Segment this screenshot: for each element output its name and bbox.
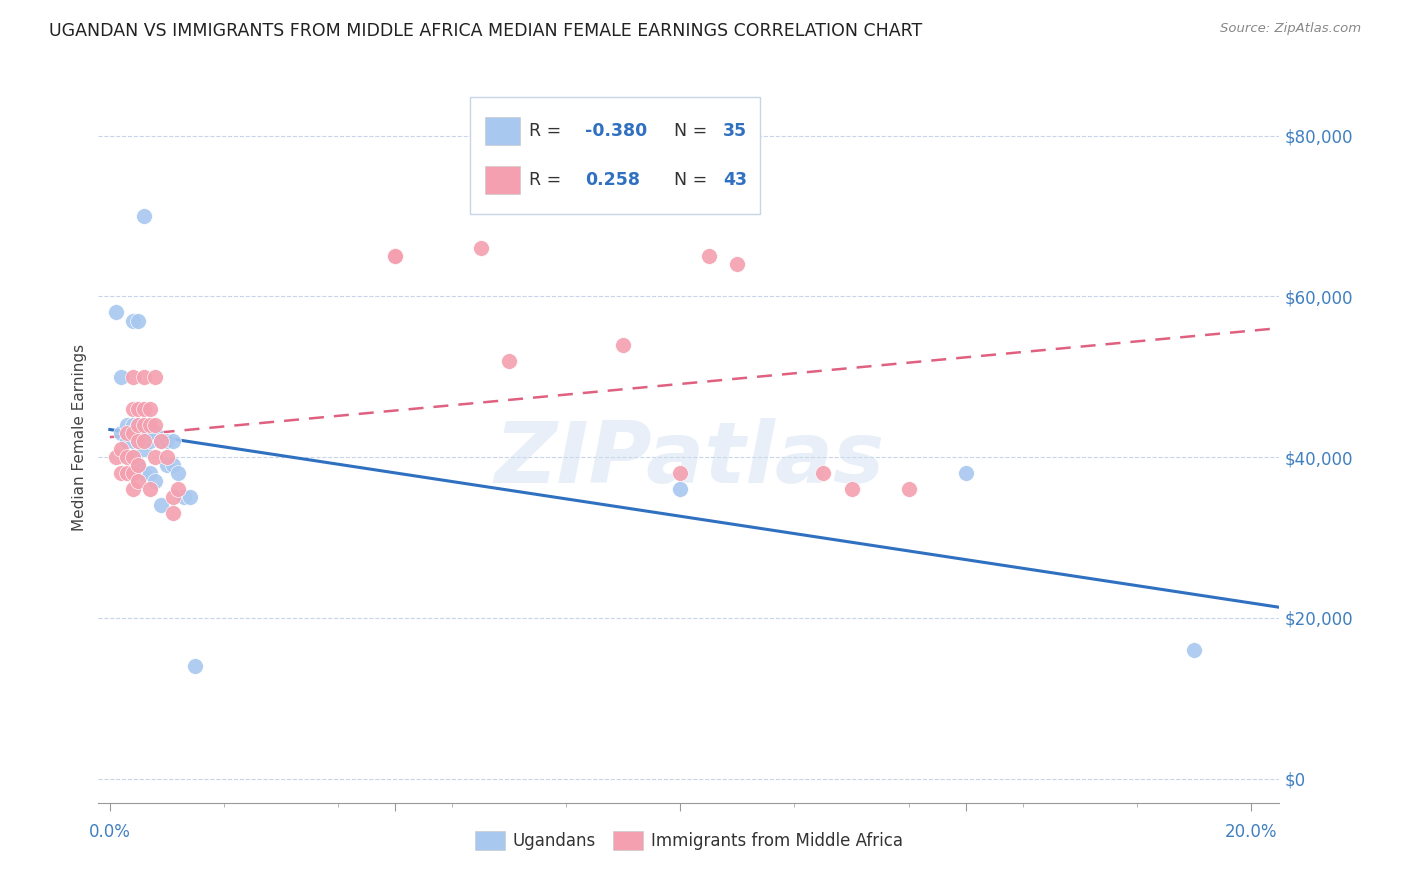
Point: [162, 491, 184, 505]
Text: 35: 35: [723, 121, 748, 140]
Point: [145, 475, 167, 489]
Point: [1182, 643, 1205, 657]
Point: [127, 475, 149, 489]
Point: [121, 401, 143, 416]
Point: [150, 434, 173, 449]
FancyBboxPatch shape: [485, 117, 520, 145]
Point: [132, 209, 155, 223]
FancyBboxPatch shape: [471, 97, 759, 214]
Text: ZIPatlas: ZIPatlas: [494, 417, 884, 500]
Point: [127, 401, 149, 416]
Point: [121, 483, 143, 497]
Point: [121, 434, 143, 449]
Text: 0.258: 0.258: [585, 171, 640, 189]
Point: [162, 458, 184, 473]
Point: [121, 313, 143, 327]
Point: [127, 434, 149, 449]
Point: [167, 467, 190, 481]
Point: [110, 369, 132, 384]
Point: [162, 434, 184, 449]
Point: [132, 434, 155, 449]
Point: [162, 507, 184, 521]
Point: [150, 499, 173, 513]
Point: [127, 458, 149, 473]
Point: [697, 249, 720, 263]
Point: [121, 425, 143, 440]
Point: [104, 450, 127, 465]
Point: [110, 442, 132, 457]
Point: [167, 483, 190, 497]
Point: [132, 417, 155, 432]
Point: [811, 467, 834, 481]
Point: [110, 467, 132, 481]
Point: [121, 450, 143, 465]
Point: [145, 425, 167, 440]
Point: [132, 467, 155, 481]
Point: [173, 491, 195, 505]
Point: [156, 458, 179, 473]
Text: Source: ZipAtlas.com: Source: ZipAtlas.com: [1220, 22, 1361, 36]
Point: [669, 467, 692, 481]
Legend: Ugandans, Immigrants from Middle Africa: Ugandans, Immigrants from Middle Africa: [468, 824, 910, 856]
Point: [115, 467, 138, 481]
Y-axis label: Median Female Earnings: Median Female Earnings: [72, 343, 87, 531]
Point: [115, 425, 138, 440]
Text: UGANDAN VS IMMIGRANTS FROM MIDDLE AFRICA MEDIAN FEMALE EARNINGS CORRELATION CHAR: UGANDAN VS IMMIGRANTS FROM MIDDLE AFRICA…: [49, 22, 922, 40]
Point: [127, 458, 149, 473]
Point: [139, 417, 162, 432]
Point: [897, 483, 920, 497]
Text: -0.380: -0.380: [585, 121, 647, 140]
Point: [121, 369, 143, 384]
Text: N =: N =: [673, 121, 713, 140]
Point: [156, 434, 179, 449]
Point: [139, 401, 162, 416]
Point: [156, 450, 179, 465]
Text: 43: 43: [723, 171, 747, 189]
Point: [127, 434, 149, 449]
Point: [139, 467, 162, 481]
Point: [145, 417, 167, 432]
FancyBboxPatch shape: [485, 167, 520, 194]
Point: [121, 467, 143, 481]
Point: [127, 417, 149, 432]
Point: [115, 450, 138, 465]
Point: [121, 417, 143, 432]
Text: 0.0%: 0.0%: [89, 823, 131, 841]
Point: [139, 417, 162, 432]
Point: [955, 467, 977, 481]
Point: [132, 417, 155, 432]
Point: [132, 401, 155, 416]
Point: [184, 659, 207, 673]
Text: R =: R =: [530, 121, 567, 140]
Text: 20.0%: 20.0%: [1225, 823, 1277, 841]
Point: [139, 434, 162, 449]
Point: [725, 257, 748, 271]
Point: [132, 369, 155, 384]
Point: [110, 425, 132, 440]
Point: [179, 491, 201, 505]
Point: [669, 483, 692, 497]
Point: [841, 483, 863, 497]
Point: [115, 434, 138, 449]
Point: [470, 241, 492, 255]
Point: [384, 249, 406, 263]
Point: [145, 369, 167, 384]
Point: [384, 249, 406, 263]
Point: [115, 417, 138, 432]
Point: [150, 434, 173, 449]
Point: [612, 337, 634, 351]
Point: [139, 483, 162, 497]
Text: R =: R =: [530, 171, 567, 189]
Text: N =: N =: [673, 171, 713, 189]
Point: [498, 353, 520, 368]
Point: [145, 450, 167, 465]
Point: [132, 442, 155, 457]
Point: [104, 305, 127, 319]
Point: [127, 417, 149, 432]
Point: [127, 313, 149, 327]
Point: [121, 450, 143, 465]
